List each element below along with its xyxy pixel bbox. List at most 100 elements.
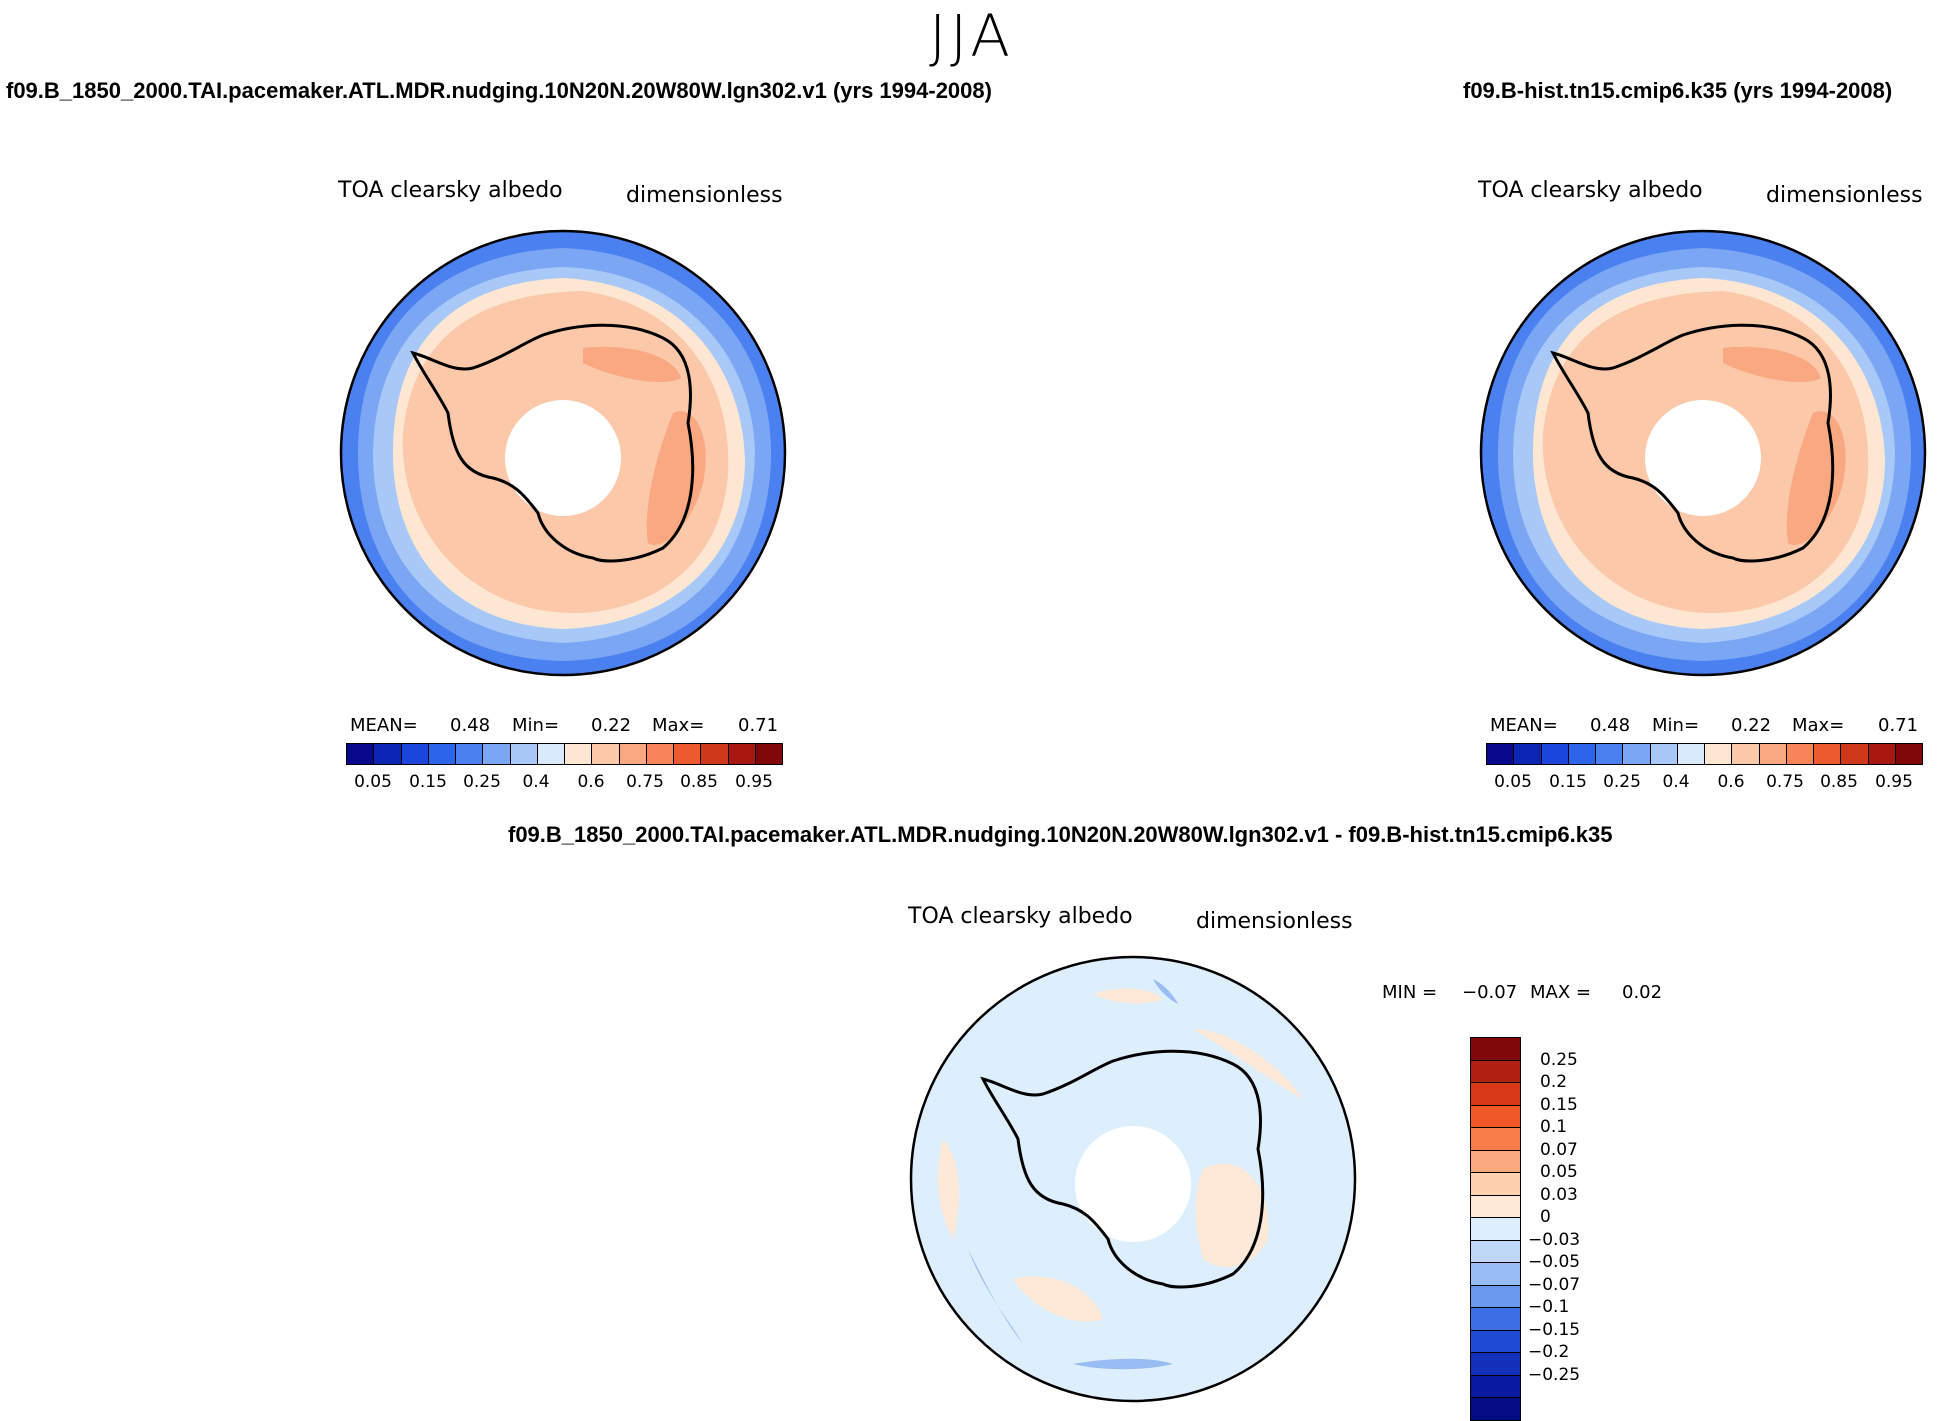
left-max-value: 0.71 xyxy=(738,715,779,736)
colorbar-swatch xyxy=(701,744,729,764)
right-tick: 0.4 xyxy=(1662,772,1690,792)
left-tick: 0.25 xyxy=(463,772,501,792)
colorbar-swatch xyxy=(619,744,647,764)
right-units-label: dimensionless xyxy=(1766,183,1923,208)
left-tick: 0.6 xyxy=(577,772,605,792)
colorbar-swatch xyxy=(1514,744,1542,764)
right-min-value: 0.22 xyxy=(1731,715,1772,736)
positive-anomaly xyxy=(937,1139,959,1239)
colorbar-swatch xyxy=(1705,744,1733,764)
right-run-title: f09.B-hist.tn15.cmip6.k35 (yrs 1994-2008… xyxy=(1463,78,1893,103)
colorbar-swatch xyxy=(1471,1353,1520,1376)
diff-tick: 0.1 xyxy=(1540,1117,1568,1137)
colorbar-swatch xyxy=(483,744,511,764)
colorbar-swatch xyxy=(565,744,593,764)
positive-anomaly xyxy=(1093,988,1163,1004)
season-title: JJA xyxy=(929,2,1014,70)
right-tick: 0.95 xyxy=(1875,772,1913,792)
coastline xyxy=(1550,323,1835,563)
left-mean-value: 0.48 xyxy=(450,715,491,736)
colorbar-swatch xyxy=(1471,1083,1520,1106)
colorbar-swatch xyxy=(1471,1105,1520,1128)
coastline xyxy=(410,323,695,563)
left-mean-label: MEAN= xyxy=(350,715,418,736)
left-variable-label: TOA clearsky albedo xyxy=(338,178,563,203)
colorbar-swatch xyxy=(1471,1173,1520,1196)
colorbar-swatch xyxy=(1841,744,1869,764)
colorbar-swatch xyxy=(1596,744,1624,764)
right-mean-label: MEAN= xyxy=(1490,715,1558,736)
colorbar-swatch xyxy=(456,744,484,764)
colorbar-swatch xyxy=(347,744,375,764)
diff-tick: 0.05 xyxy=(1540,1162,1578,1182)
pole-hole xyxy=(1645,400,1761,516)
left-stats-line: MEAN= 0.48 Min= 0.22 Max= 0.71 xyxy=(350,715,780,739)
colorbar-swatch xyxy=(374,744,402,764)
diff-polar-map xyxy=(909,955,1357,1403)
positive-anomaly xyxy=(1193,1029,1303,1099)
diff-tick: 0.03 xyxy=(1540,1184,1578,1205)
right-stats-line: MEAN= 0.48 Min= 0.22 Max= 0.71 xyxy=(1490,715,1920,739)
colorbar-swatch xyxy=(1868,744,1896,764)
colorbar-swatch xyxy=(1487,744,1515,764)
right-tick: 0.05 xyxy=(1494,772,1532,792)
positive-anomaly xyxy=(1195,1163,1269,1268)
right-colorbar xyxy=(1486,743,1923,765)
colorbar-swatch xyxy=(1471,1398,1520,1420)
diff-variable-label: TOA clearsky albedo xyxy=(908,904,1133,929)
diff-max-label: MAX = xyxy=(1530,982,1591,1003)
colorbar-swatch xyxy=(1471,1060,1520,1083)
negative-anomaly xyxy=(1153,979,1178,1004)
colorbar-swatch xyxy=(1471,1038,1520,1061)
colorbar-swatch xyxy=(1895,744,1922,764)
right-tick: 0.85 xyxy=(1820,772,1858,792)
right-colorbar-ticks: 0.05 0.15 0.25 0.4 0.6 0.75 0.85 0.95 xyxy=(1486,772,1921,794)
diff-max-value: 0.02 xyxy=(1622,982,1663,1003)
colorbar-swatch xyxy=(510,744,538,764)
colorbar-swatch xyxy=(428,744,456,764)
right-tick: 0.6 xyxy=(1717,772,1745,792)
left-tick: 0.15 xyxy=(409,772,447,792)
right-tick: 0.15 xyxy=(1549,772,1587,792)
diff-tick: −0.1 xyxy=(1528,1297,1570,1317)
left-tick: 0.95 xyxy=(735,772,773,792)
diff-tick: 0.25 xyxy=(1540,1049,1578,1070)
colorbar-swatch xyxy=(1623,744,1651,764)
diff-stats-line: MIN = −0.07 MAX = 0.02 xyxy=(1382,982,1682,1006)
diff-tick: −0.07 xyxy=(1528,1274,1581,1295)
colorbar-swatch xyxy=(1471,1263,1520,1286)
colorbar-swatch xyxy=(401,744,429,764)
colorbar-swatch xyxy=(537,744,565,764)
left-tick: 0.75 xyxy=(626,772,664,792)
right-tick: 0.75 xyxy=(1766,772,1804,792)
right-min-label: Min= xyxy=(1652,715,1700,736)
colorbar-swatch xyxy=(674,744,702,764)
positive-anomaly xyxy=(1013,1276,1103,1322)
left-polar-map xyxy=(339,229,787,677)
colorbar-swatch xyxy=(1471,1375,1520,1398)
diff-colorbar xyxy=(1470,1037,1521,1421)
diff-units-label: dimensionless xyxy=(1196,909,1353,934)
left-max-label: Max= xyxy=(652,715,705,736)
colorbar-swatch xyxy=(592,744,620,764)
colorbar-swatch xyxy=(1677,744,1705,764)
diff-tick: 0.15 xyxy=(1540,1094,1578,1115)
left-min-label: Min= xyxy=(512,715,560,736)
colorbar-swatch xyxy=(646,744,674,764)
colorbar-swatch xyxy=(1471,1330,1520,1353)
left-tick: 0.4 xyxy=(522,772,550,792)
colorbar-swatch xyxy=(1471,1308,1520,1331)
diff-tick: −0.05 xyxy=(1528,1252,1581,1272)
colorbar-swatch xyxy=(1814,744,1842,764)
coastline xyxy=(980,1049,1265,1289)
colorbar-swatch xyxy=(1732,744,1760,764)
colorbar-swatch xyxy=(1759,744,1787,764)
colorbar-swatch xyxy=(1471,1240,1520,1263)
diff-tick: −0.03 xyxy=(1528,1229,1581,1250)
left-run-title: f09.B_1850_2000.TAI.pacemaker.ATL.MDR.nu… xyxy=(6,78,992,103)
right-max-label: Max= xyxy=(1792,715,1845,736)
diff-tick: −0.15 xyxy=(1528,1319,1581,1340)
colorbar-swatch xyxy=(1471,1218,1520,1241)
pole-hole xyxy=(1075,1126,1191,1242)
diff-colorbar-ticks: 0.25 0.2 0.15 0.1 0.07 0.05 0.03 0 −0.03 −0.05 −0.… xyxy=(1528,1037,1654,1405)
